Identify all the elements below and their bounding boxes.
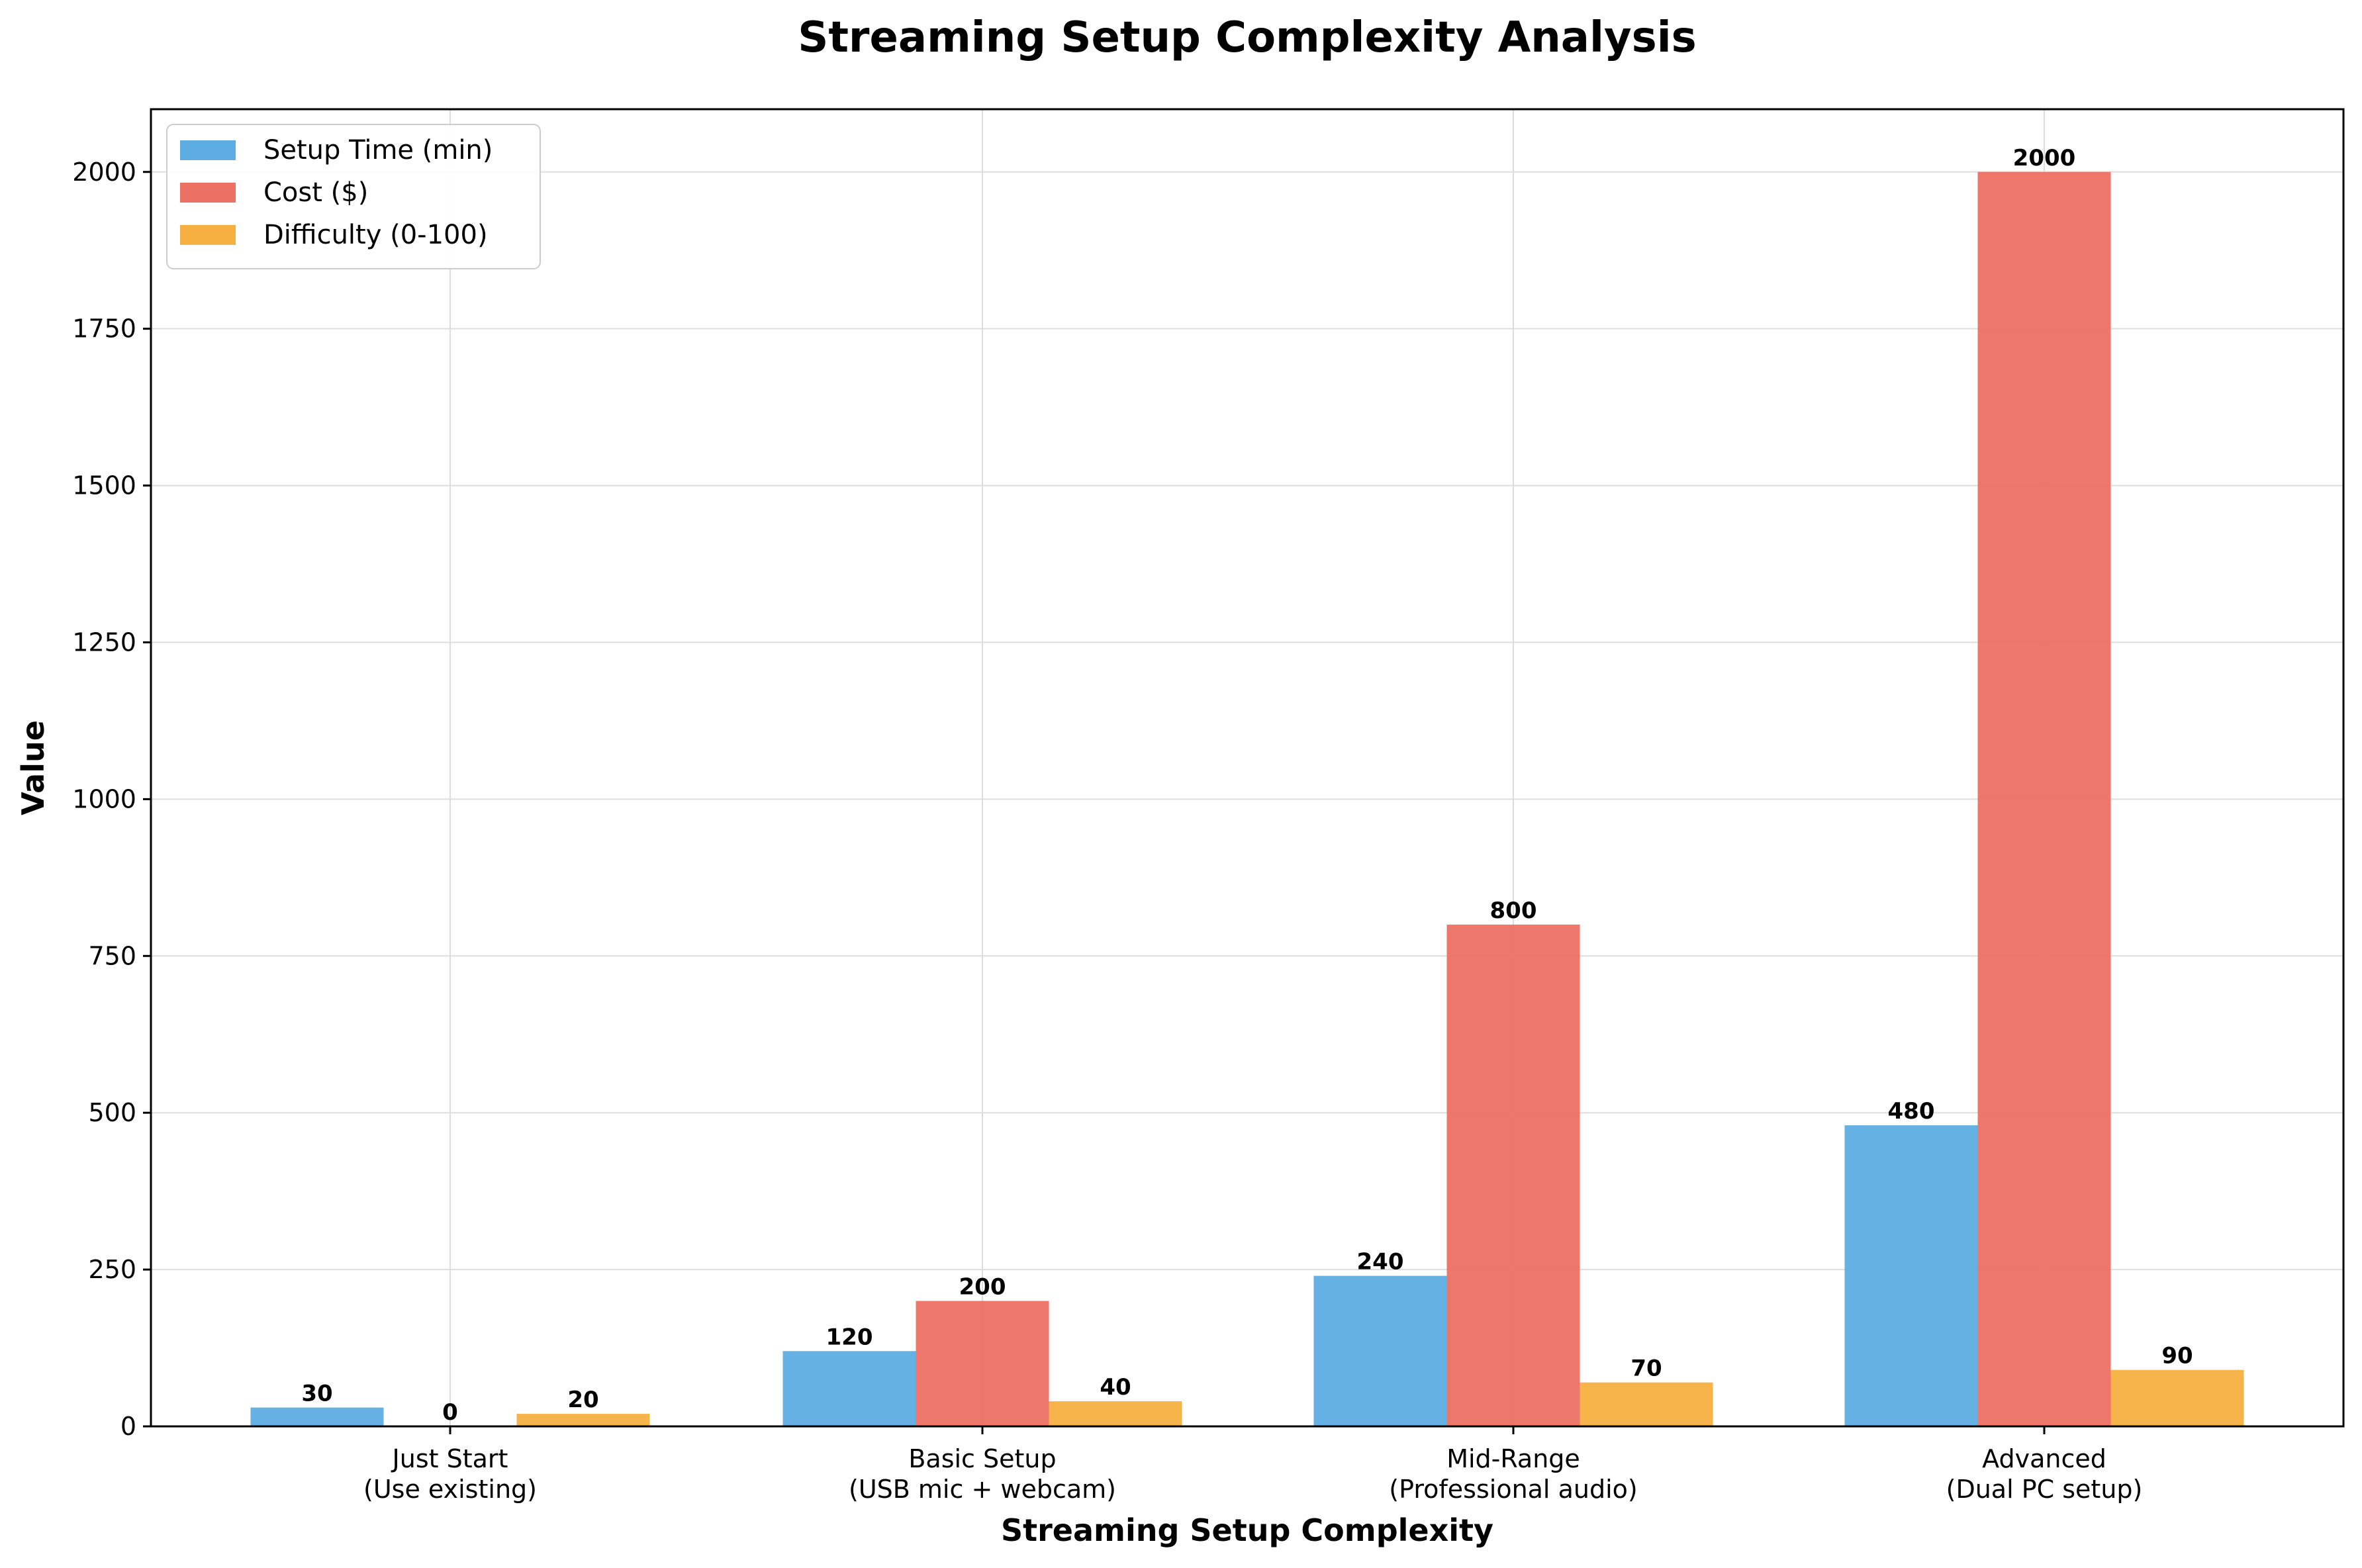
chart-title: Streaming Setup Complexity Analysis [798, 13, 1697, 62]
legend-label: Difficulty (0-100) [263, 220, 488, 250]
bar-setup-time-min-0 [250, 1407, 384, 1426]
y-tick-label: 500 [88, 1098, 136, 1127]
bar-cost-1 [916, 1301, 1049, 1426]
data-label: 480 [1888, 1098, 1935, 1125]
y-tick-label: 750 [88, 941, 136, 970]
bar-cost-3 [1977, 171, 2111, 1426]
x-tick-label: Mid-Range (Professional audio) [1389, 1444, 1637, 1504]
legend-swatch [180, 225, 236, 245]
y-axis: 0 250 500 750 1000 1250 1500 1750 2000 [72, 158, 151, 1441]
data-label: 240 [1357, 1249, 1404, 1275]
x-tick-label: Advanced (Dual PC setup) [1946, 1444, 2143, 1504]
bar-difficulty-0-100-1 [1049, 1401, 1182, 1426]
data-label: 2000 [2013, 145, 2076, 171]
legend-swatch [180, 183, 236, 203]
bar-difficulty-0-100-3 [2110, 1369, 2244, 1426]
bar-difficulty-0-100-0 [516, 1414, 650, 1426]
legend-label: Setup Time (min) [263, 135, 493, 165]
y-tick-label: 250 [88, 1255, 136, 1284]
x-tick-label: Just Start (Use existing) [363, 1444, 537, 1504]
data-label: 30 [301, 1381, 332, 1407]
legend-label: Cost ($) [263, 177, 368, 208]
y-tick-label: 1250 [72, 627, 136, 657]
x-tick-label: Basic Setup (USB mic + webcam) [849, 1444, 1116, 1504]
data-label: 800 [1490, 898, 1537, 924]
data-label: 120 [826, 1324, 873, 1350]
legend-swatch [180, 140, 236, 160]
bar-cost-2 [1446, 924, 1580, 1426]
bar-setup-time-min-3 [1844, 1125, 1978, 1426]
y-tick-label: 1750 [72, 314, 136, 344]
y-tick-label: 2000 [72, 158, 136, 187]
y-tick-label: 1000 [72, 784, 136, 813]
data-label: 40 [1100, 1374, 1131, 1401]
x-axis: Just Start (Use existing) Basic Setup (USB … [363, 1426, 2142, 1504]
plot-frame [150, 108, 2345, 1428]
x-axis-label: Streaming Setup Complexity [1001, 1512, 1493, 1548]
y-axis-label: Value [15, 720, 51, 815]
data-label: 200 [959, 1273, 1006, 1300]
legend-box [166, 124, 541, 269]
legend: Setup Time (min) Cost ($) Difficulty (0-10… [166, 124, 541, 269]
data-label: 70 [1630, 1356, 1662, 1382]
y-tick-label: 0 [120, 1412, 136, 1441]
data-label: 20 [567, 1387, 598, 1413]
data-label: 90 [2161, 1343, 2193, 1369]
data-labels: 30 120 240 480 0 200 800 2000 20 40 70 90 [301, 145, 2193, 1426]
bars [250, 171, 2244, 1426]
bar-setup-time-min-1 [782, 1351, 916, 1426]
data-label: 0 [442, 1399, 458, 1426]
bar-difficulty-0-100-2 [1580, 1382, 1713, 1426]
y-tick-label: 1500 [72, 471, 136, 500]
bar-setup-time-min-2 [1313, 1275, 1447, 1426]
